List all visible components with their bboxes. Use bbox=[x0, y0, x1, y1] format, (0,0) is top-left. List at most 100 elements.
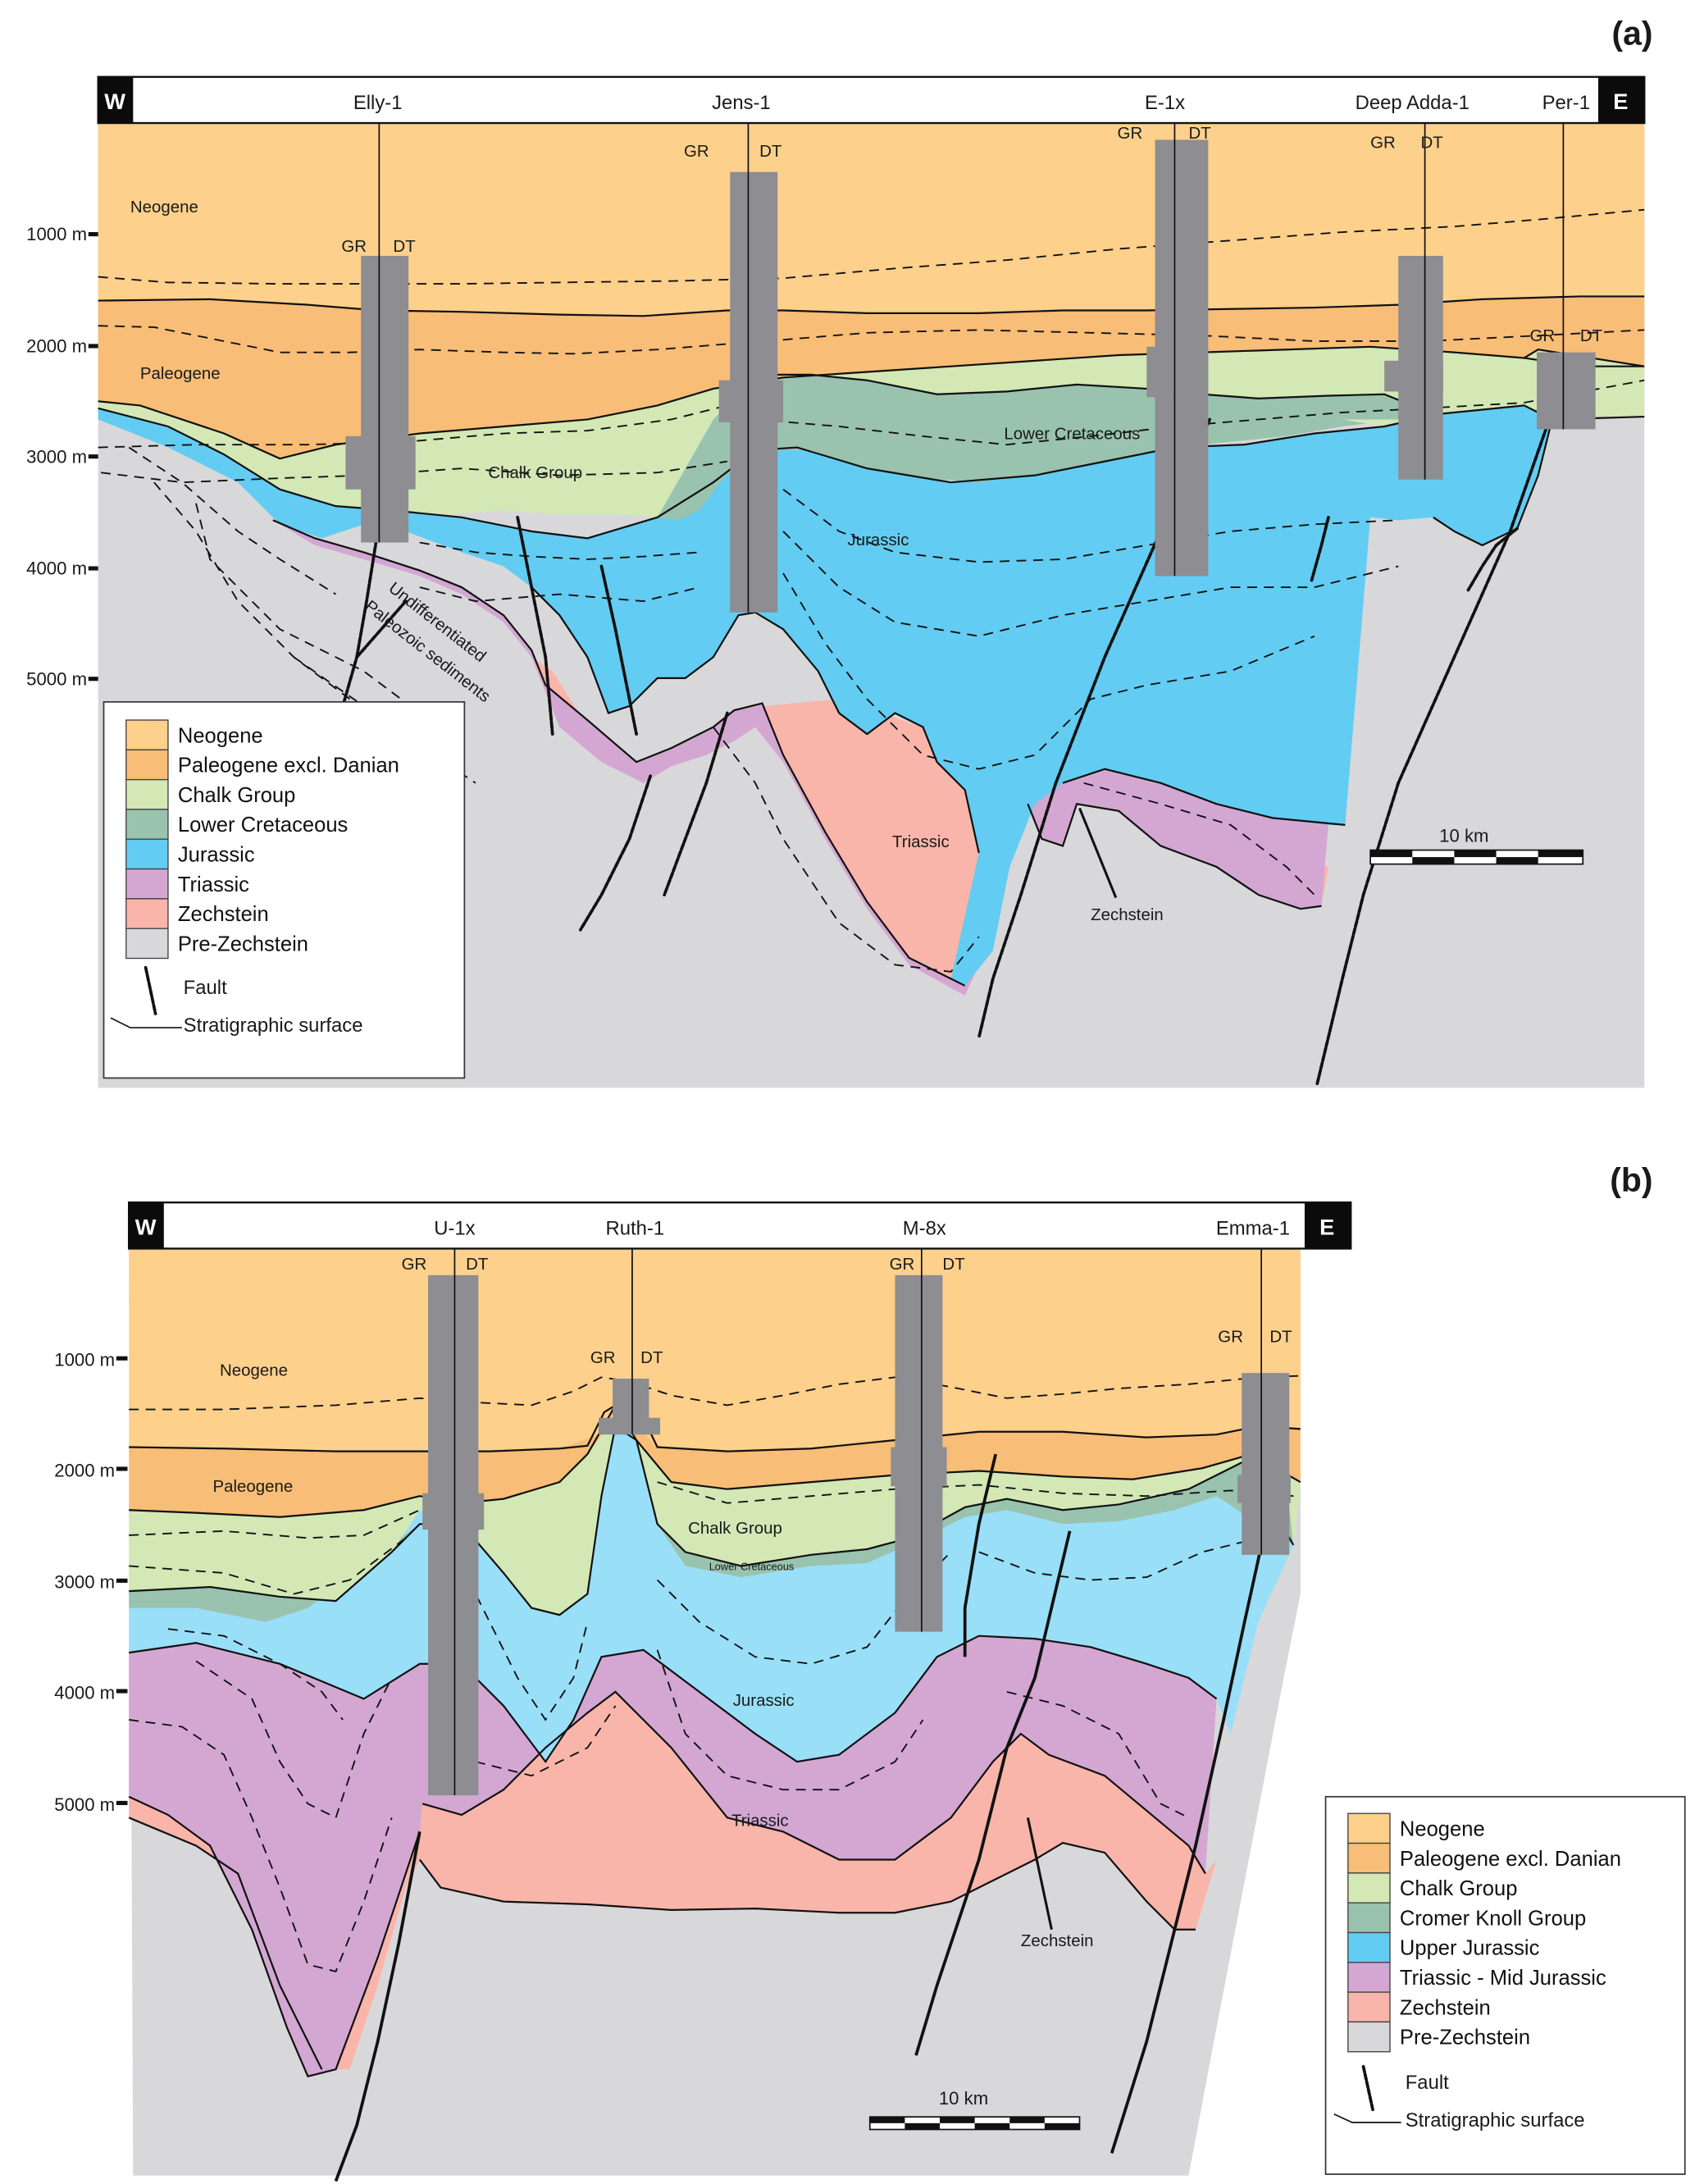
well-label-deep-adda-1: Deep Adda-1 bbox=[1356, 92, 1469, 114]
well-m-8x bbox=[891, 1248, 947, 1632]
depth-tick-1000: 1000 m bbox=[26, 224, 87, 244]
well-ruth-1 bbox=[599, 1248, 661, 1435]
unit-label-triassic: Triassic bbox=[892, 832, 950, 851]
unit-label-chalk: Chalk Group bbox=[488, 463, 582, 482]
west-box-a bbox=[98, 76, 134, 124]
zechstein-pointer-a bbox=[1078, 807, 1118, 899]
legend-fault-icon bbox=[1333, 2064, 1401, 2123]
west-box-b bbox=[129, 1202, 164, 1249]
legend-label-jurassic: Jurassic bbox=[178, 844, 255, 867]
well-e-1x bbox=[1146, 123, 1209, 577]
log-dt-label: DT bbox=[1189, 124, 1212, 143]
well-label-per-1: Per-1 bbox=[1542, 92, 1590, 114]
west-label-a: W bbox=[104, 89, 125, 114]
well-u-1x bbox=[422, 1248, 485, 1796]
depth-tick-2000: 2000 m bbox=[54, 1460, 115, 1480]
legend-label-zechstein: Zechstein bbox=[178, 903, 269, 926]
log-gr-label: GR bbox=[684, 142, 709, 161]
legend-swatch-neogene bbox=[125, 719, 169, 751]
depth-tick-3000: 3000 m bbox=[54, 1572, 115, 1593]
wells-a bbox=[345, 123, 1596, 613]
well-jens-1 bbox=[718, 123, 784, 613]
well-label-u-1x: U-1x bbox=[434, 1217, 475, 1239]
depth-tick-3000: 3000 m bbox=[26, 446, 87, 467]
legend-swatch-pre-zechstein bbox=[125, 928, 169, 960]
depth-tick-4000: 4000 m bbox=[26, 559, 87, 579]
legend-label-triassic: Triassic bbox=[178, 873, 249, 896]
unit-label-zechstein: Zechstein bbox=[1091, 905, 1164, 924]
legend-swatch-paleogene-excl-danian bbox=[125, 749, 169, 781]
legend-label-neogene: Neogene bbox=[178, 724, 263, 747]
well-label-ruth-1: Ruth-1 bbox=[606, 1217, 665, 1239]
legend-swatch-lower-cretaceous bbox=[125, 809, 169, 840]
well-label-emma-1: Emma-1 bbox=[1216, 1217, 1290, 1239]
legend-fault-icon bbox=[110, 965, 182, 1028]
log-gr-label: GR bbox=[590, 1348, 616, 1367]
log-dt-label: DT bbox=[1580, 326, 1603, 345]
unit-label-lower-cretaceous: Lower Cretaceous bbox=[709, 1561, 795, 1573]
depth-tick-5000: 5000 m bbox=[54, 1794, 115, 1815]
log-gr-label: GR bbox=[341, 237, 367, 256]
unit-label-lower-cretaceous: Lower Cretaceous bbox=[1004, 424, 1140, 443]
legend-swatch-chalk-group bbox=[1347, 1872, 1391, 1904]
legend-strat-surface-label: Stratigraphic surface bbox=[1406, 2109, 1585, 2132]
paleogene-unit-b bbox=[129, 1405, 1301, 1517]
scale-bar-label: 10 km bbox=[939, 2088, 988, 2109]
dashed-horizons-a bbox=[98, 208, 1645, 973]
log-dt-label: DT bbox=[942, 1255, 965, 1274]
well-label-jens-1: Jens-1 bbox=[712, 92, 771, 114]
log-gr-label: GR bbox=[1118, 124, 1143, 143]
lower-cretaceous-unit-b bbox=[129, 1461, 1294, 1622]
log-gr-label: GR bbox=[1218, 1328, 1243, 1347]
jurassic-unit-b bbox=[129, 1425, 1294, 1762]
legend-label-triassic-mid-jurassic: Triassic - Mid Jurassic bbox=[1400, 1967, 1606, 1990]
depth-axis-a: 1000 m 2000 m 3000 m 4000 m 5000 m bbox=[26, 224, 98, 689]
scale-bar-b: 10 km bbox=[868, 2088, 1081, 2131]
well-label-e-1x: E-1x bbox=[1145, 92, 1185, 114]
unit-label-paleogene: Paleogene bbox=[140, 364, 221, 383]
legend-swatch-upper-jurassic bbox=[1347, 1931, 1391, 1963]
log-gr-label: GR bbox=[402, 1255, 427, 1274]
log-dt-label: DT bbox=[759, 142, 782, 161]
log-dt-label: DT bbox=[1269, 1328, 1292, 1347]
zechstein-unit-b bbox=[129, 1691, 1217, 2077]
zechstein-pointer-b bbox=[1026, 1817, 1053, 1931]
depth-axis-b: 1000 m 2000 m 3000 m 4000 m 5000 m bbox=[54, 1350, 128, 1815]
unit-label-zechstein: Zechstein bbox=[1021, 1931, 1094, 1950]
log-gr-label: GR bbox=[890, 1255, 915, 1274]
legend-swatch-zechstein bbox=[125, 898, 169, 929]
unit-label-neogene: Neogene bbox=[220, 1361, 288, 1380]
chalk-unit-b bbox=[129, 1405, 1301, 1616]
east-box-a bbox=[1598, 76, 1645, 124]
log-gr-label: GR bbox=[1370, 134, 1396, 153]
depth-tick-1000: 1000 m bbox=[54, 1350, 115, 1370]
legend-swatch-paleogene-excl-danian bbox=[1347, 1842, 1391, 1874]
log-dt-label: DT bbox=[393, 237, 416, 256]
legend-swatch-zechstein bbox=[1347, 1991, 1391, 2023]
well-label-m-8x: M-8x bbox=[903, 1217, 946, 1239]
panel-a: (a) bbox=[26, 15, 1653, 1088]
neogene-unit-a bbox=[98, 123, 1645, 317]
legend-swatch-triassic-mid-jurassic bbox=[1347, 1962, 1391, 1993]
unit-label-chalk: Chalk Group bbox=[688, 1519, 782, 1538]
legend-label-lower-cretaceous: Lower Cretaceous bbox=[178, 814, 348, 837]
stratigraphic-surfaces-a bbox=[98, 295, 1645, 987]
legend-label-neogene: Neogene bbox=[1400, 1817, 1485, 1840]
well-label-elly-1: Elly-1 bbox=[353, 92, 403, 114]
legend-fault-label: Fault bbox=[1406, 2072, 1449, 2094]
chalk-unit-a bbox=[98, 346, 1645, 518]
legend-swatch-triassic bbox=[125, 868, 169, 900]
unit-label-triassic: Triassic bbox=[731, 1812, 789, 1831]
unit-label-jurassic: Jurassic bbox=[848, 531, 909, 549]
legend-label-paleogene-excl-danian: Paleogene excl. Danian bbox=[178, 755, 399, 777]
log-dt-label: DT bbox=[1421, 134, 1444, 153]
neogene-unit-b bbox=[129, 1248, 1301, 1452]
legend-label-chalk-group: Chalk Group bbox=[178, 784, 296, 807]
legend-b: Neogene Paleogene excl. Danian Chalk Group… bbox=[1324, 1795, 1686, 2175]
depth-tick-4000: 4000 m bbox=[54, 1682, 115, 1703]
legend-swatch-cromer-knoll-group bbox=[1347, 1902, 1391, 1934]
legend-label-cromer-knoll-group: Cromer Knoll Group bbox=[1400, 1907, 1586, 1930]
well-elly-1 bbox=[345, 123, 416, 543]
scale-bar-a: 10 km bbox=[1369, 825, 1584, 865]
